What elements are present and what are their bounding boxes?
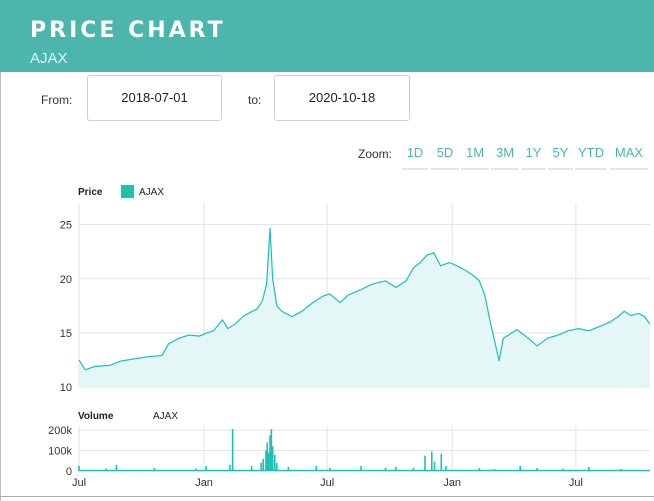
zoom-5y-button[interactable]: 5Y [548,140,573,170]
volume-legend-label[interactable]: AJAX [153,411,178,422]
volume-bar [267,452,270,471]
ticker-subtitle: AJAX [30,50,68,67]
volume-bar [115,464,118,471]
volume-bar [205,465,207,471]
price-tick-label: 20 [60,274,72,286]
zoom-ytd-button[interactable]: YTD [575,140,607,170]
volume-bar [269,435,271,471]
volume-tick-label: 100k [48,446,72,458]
from-date-input[interactable]: 2018-07-01 [87,75,222,121]
price-series-line [78,227,651,371]
volume-bar [384,467,387,471]
volume-bar [433,461,436,471]
volume-bar [105,468,107,471]
volume-bar [262,458,265,471]
volume-bar [270,429,273,471]
x-axis: Jul Jan Jul Jan Jul [72,477,583,489]
header-bar: PRICE CHART AJAX [0,0,654,72]
zoom-1d-button[interactable]: 1D [402,140,428,170]
zoom-1m-button[interactable]: 1M [461,140,489,170]
volume-bar [250,465,253,471]
volume-bar [424,455,426,471]
from-label: From: [41,93,73,107]
volume-bar [493,468,496,471]
zoom-label: Zoom: [358,147,393,161]
volume-y-axis: 0 100k 200k [48,425,72,478]
volume-bar [78,465,80,471]
volume-bar [329,467,331,471]
volume-tick-label: 200k [48,425,72,437]
volume-bar [536,467,538,471]
volume-bars [78,429,650,471]
volume-bar [265,450,267,471]
volume-bar [619,468,622,471]
volume-bar [562,468,564,471]
volume-baseline-bar [79,469,650,471]
volume-bar [440,453,443,471]
price-legend-label[interactable]: AJAX [139,187,164,198]
volume-axis-title: Volume [78,411,114,422]
volume-bar [287,466,290,471]
volume-bar [588,466,590,471]
x-tick-label: Jul [320,477,334,489]
bottom-divider [0,496,654,497]
volume-bar [360,465,362,471]
volume-bar [430,451,433,471]
volume-bar [412,467,415,471]
volume-bar [153,467,156,471]
to-label: to: [248,93,262,107]
volume-bar [394,466,397,471]
volume-tick-label: 0 [66,466,72,478]
volume-grid [78,426,650,472]
volume-bar [445,465,447,471]
volume-bar [231,429,234,471]
volume-bar [273,454,276,471]
price-axis-title: Price [78,187,103,198]
volume-bar [276,462,278,471]
volume-bar [260,462,262,471]
zoom-5d-button[interactable]: 5D [431,140,459,170]
volume-bar [195,468,197,471]
x-tick-label: Jul [72,477,86,489]
zoom-max-button[interactable]: MAX [610,140,648,170]
left-edge [0,72,1,501]
x-tick-label: Jan [195,477,213,489]
volume-bar [266,442,269,471]
price-y-axis: 10 15 20 25 [60,220,72,394]
x-tick-label: Jan [443,477,461,489]
price-tick-label: 25 [60,220,72,232]
price-tick-label: 15 [60,328,72,340]
page-title: PRICE CHART [30,18,226,43]
zoom-1y-button[interactable]: 1Y [521,140,546,170]
price-legend-swatch [121,185,134,198]
volume-bar [519,465,521,471]
volume-bar [478,467,481,471]
volume-bar [315,465,318,471]
price-area-fill [79,227,650,387]
price-tick-label: 10 [60,382,72,394]
zoom-3m-button[interactable]: 3M [491,140,519,170]
volume-bar [271,446,274,471]
volume-bar [229,464,231,471]
x-tick-label: Jul [569,477,583,489]
to-date-input[interactable]: 2020-10-18 [274,75,410,121]
